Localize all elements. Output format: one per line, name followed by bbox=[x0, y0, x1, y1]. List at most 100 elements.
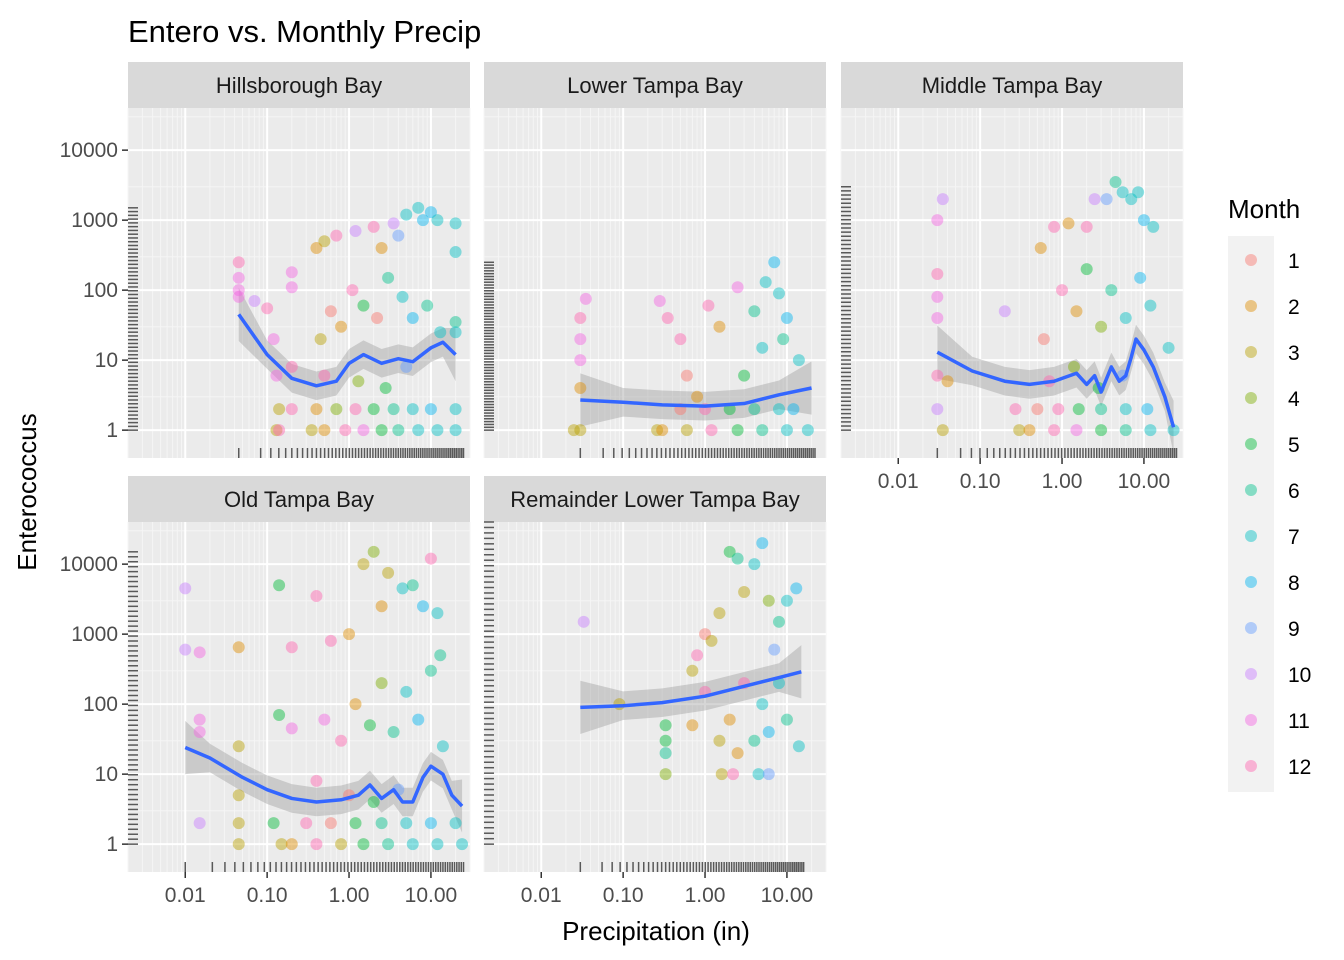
data-point bbox=[660, 735, 672, 747]
legend-key-month-9 bbox=[1245, 622, 1257, 634]
x-axis-tick-label: 0.10 bbox=[247, 884, 288, 907]
x-axis-tick-label: 0.01 bbox=[878, 470, 919, 493]
legend-key-month-12 bbox=[1245, 760, 1257, 772]
legend-key-month-1 bbox=[1245, 254, 1257, 266]
data-point bbox=[1144, 424, 1156, 436]
facet-strip-label: Old Tampa Bay bbox=[224, 487, 374, 512]
data-point bbox=[343, 628, 355, 640]
data-point bbox=[179, 582, 191, 594]
facet-panel-1: Hillsborough Bay 1 10 100 1000 10000 bbox=[60, 62, 470, 458]
data-point bbox=[412, 714, 424, 726]
data-point bbox=[233, 272, 245, 284]
data-point bbox=[407, 579, 419, 591]
data-point bbox=[686, 665, 698, 677]
legend-key-background bbox=[1228, 236, 1274, 792]
data-point bbox=[1144, 300, 1156, 312]
facet-strip-label: Lower Tampa Bay bbox=[567, 73, 743, 98]
legend-label-month-11: 11 bbox=[1288, 710, 1310, 733]
facet-panel-3: Middle Tampa Bay0.01 0.10 1.00 10.00 bbox=[841, 62, 1183, 493]
y-axis-tick-label: 10000 bbox=[60, 553, 118, 576]
data-point bbox=[425, 403, 437, 415]
data-point bbox=[674, 333, 686, 345]
data-point bbox=[194, 646, 206, 658]
data-point bbox=[1147, 221, 1159, 233]
data-point bbox=[450, 326, 462, 338]
data-point bbox=[1095, 321, 1107, 333]
data-point bbox=[1163, 342, 1175, 354]
data-point bbox=[310, 590, 322, 602]
data-point bbox=[1095, 424, 1107, 436]
data-point bbox=[417, 600, 429, 612]
data-point bbox=[681, 370, 693, 382]
data-point bbox=[318, 370, 330, 382]
data-point bbox=[716, 768, 728, 780]
data-point bbox=[318, 424, 330, 436]
data-point bbox=[233, 838, 245, 850]
data-point bbox=[580, 293, 592, 305]
data-point bbox=[748, 305, 760, 317]
data-point bbox=[286, 838, 298, 850]
data-point bbox=[937, 424, 949, 436]
facet-panel-5: Remainder Lower Tampa Bay0.01 0.10 1.00 10.… bbox=[484, 476, 826, 907]
data-point bbox=[756, 424, 768, 436]
data-point bbox=[357, 424, 369, 436]
data-point bbox=[1120, 424, 1132, 436]
data-point bbox=[412, 202, 424, 214]
data-point bbox=[1089, 193, 1101, 205]
data-point bbox=[368, 546, 380, 558]
data-point bbox=[315, 333, 327, 345]
legend-key-month-3 bbox=[1245, 346, 1257, 358]
data-point bbox=[773, 403, 785, 415]
data-point bbox=[194, 726, 206, 738]
legend-label-month-9: 9 bbox=[1288, 618, 1300, 641]
data-point bbox=[400, 209, 412, 221]
data-point bbox=[412, 424, 424, 436]
data-point bbox=[388, 726, 400, 738]
data-point bbox=[233, 789, 245, 801]
data-point bbox=[450, 817, 462, 829]
x-axis-tick-label: 0.10 bbox=[960, 470, 1001, 493]
data-point bbox=[286, 361, 298, 373]
data-point bbox=[261, 302, 273, 314]
data-point bbox=[248, 295, 260, 307]
data-point bbox=[407, 838, 419, 850]
data-point bbox=[662, 312, 674, 324]
data-point bbox=[763, 768, 775, 780]
data-point bbox=[364, 719, 376, 731]
data-point bbox=[325, 817, 337, 829]
y-axis-tick-label: 10000 bbox=[60, 139, 118, 162]
data-point bbox=[1009, 403, 1021, 415]
data-point bbox=[450, 217, 462, 229]
data-point bbox=[763, 595, 775, 607]
data-point bbox=[787, 403, 799, 415]
data-point bbox=[357, 838, 369, 850]
data-point bbox=[732, 281, 744, 293]
data-point bbox=[194, 714, 206, 726]
data-point bbox=[656, 424, 668, 436]
data-point bbox=[431, 607, 443, 619]
data-point bbox=[368, 796, 380, 808]
data-point bbox=[376, 817, 388, 829]
legend-label-month-10: 10 bbox=[1288, 664, 1311, 687]
data-point bbox=[450, 403, 462, 415]
data-point bbox=[270, 370, 282, 382]
y-axis-tick-label: 10 bbox=[95, 763, 118, 786]
data-point bbox=[781, 595, 793, 607]
data-point bbox=[713, 607, 725, 619]
data-point bbox=[748, 558, 760, 570]
data-point bbox=[233, 817, 245, 829]
data-point bbox=[233, 740, 245, 752]
data-point bbox=[431, 424, 443, 436]
data-point bbox=[568, 424, 580, 436]
data-point bbox=[450, 316, 462, 328]
data-point bbox=[574, 333, 586, 345]
data-point bbox=[350, 225, 362, 237]
facet-strip-label: Hillsborough Bay bbox=[216, 73, 382, 98]
y-axis-tick-label: 100 bbox=[83, 279, 118, 302]
data-point bbox=[753, 768, 765, 780]
data-point bbox=[325, 305, 337, 317]
data-point bbox=[1095, 403, 1107, 415]
data-point bbox=[346, 284, 358, 296]
data-point bbox=[1038, 333, 1050, 345]
data-point bbox=[431, 214, 443, 226]
